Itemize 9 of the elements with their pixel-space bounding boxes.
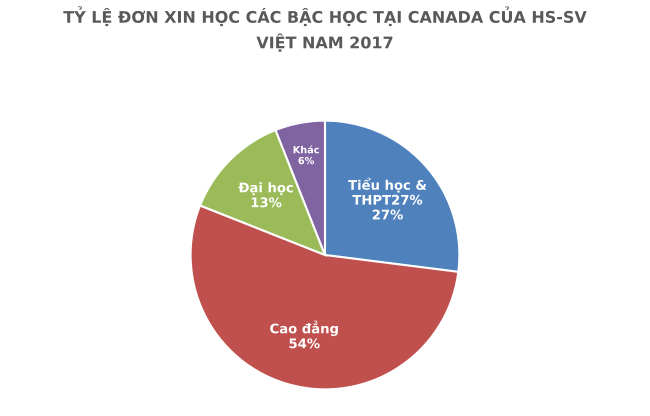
data-label: 54% xyxy=(290,338,320,348)
data-label: 13% xyxy=(252,197,282,208)
slice-label: Đại học xyxy=(238,182,293,196)
slice-label: Khác xyxy=(294,145,319,154)
slice-label: Tiểu học & THPT27% xyxy=(348,178,426,205)
slice-label: Cao đẳng xyxy=(270,320,338,336)
data-label: 6% xyxy=(298,156,314,164)
data-label: 27% xyxy=(372,210,403,220)
chart-title: TỶ LỆ ĐƠN XIN HỌC CÁC BẬC HỌC TẠI CANADA CỦA HS-SV VIỆT NAM 2017 xyxy=(63,6,587,52)
